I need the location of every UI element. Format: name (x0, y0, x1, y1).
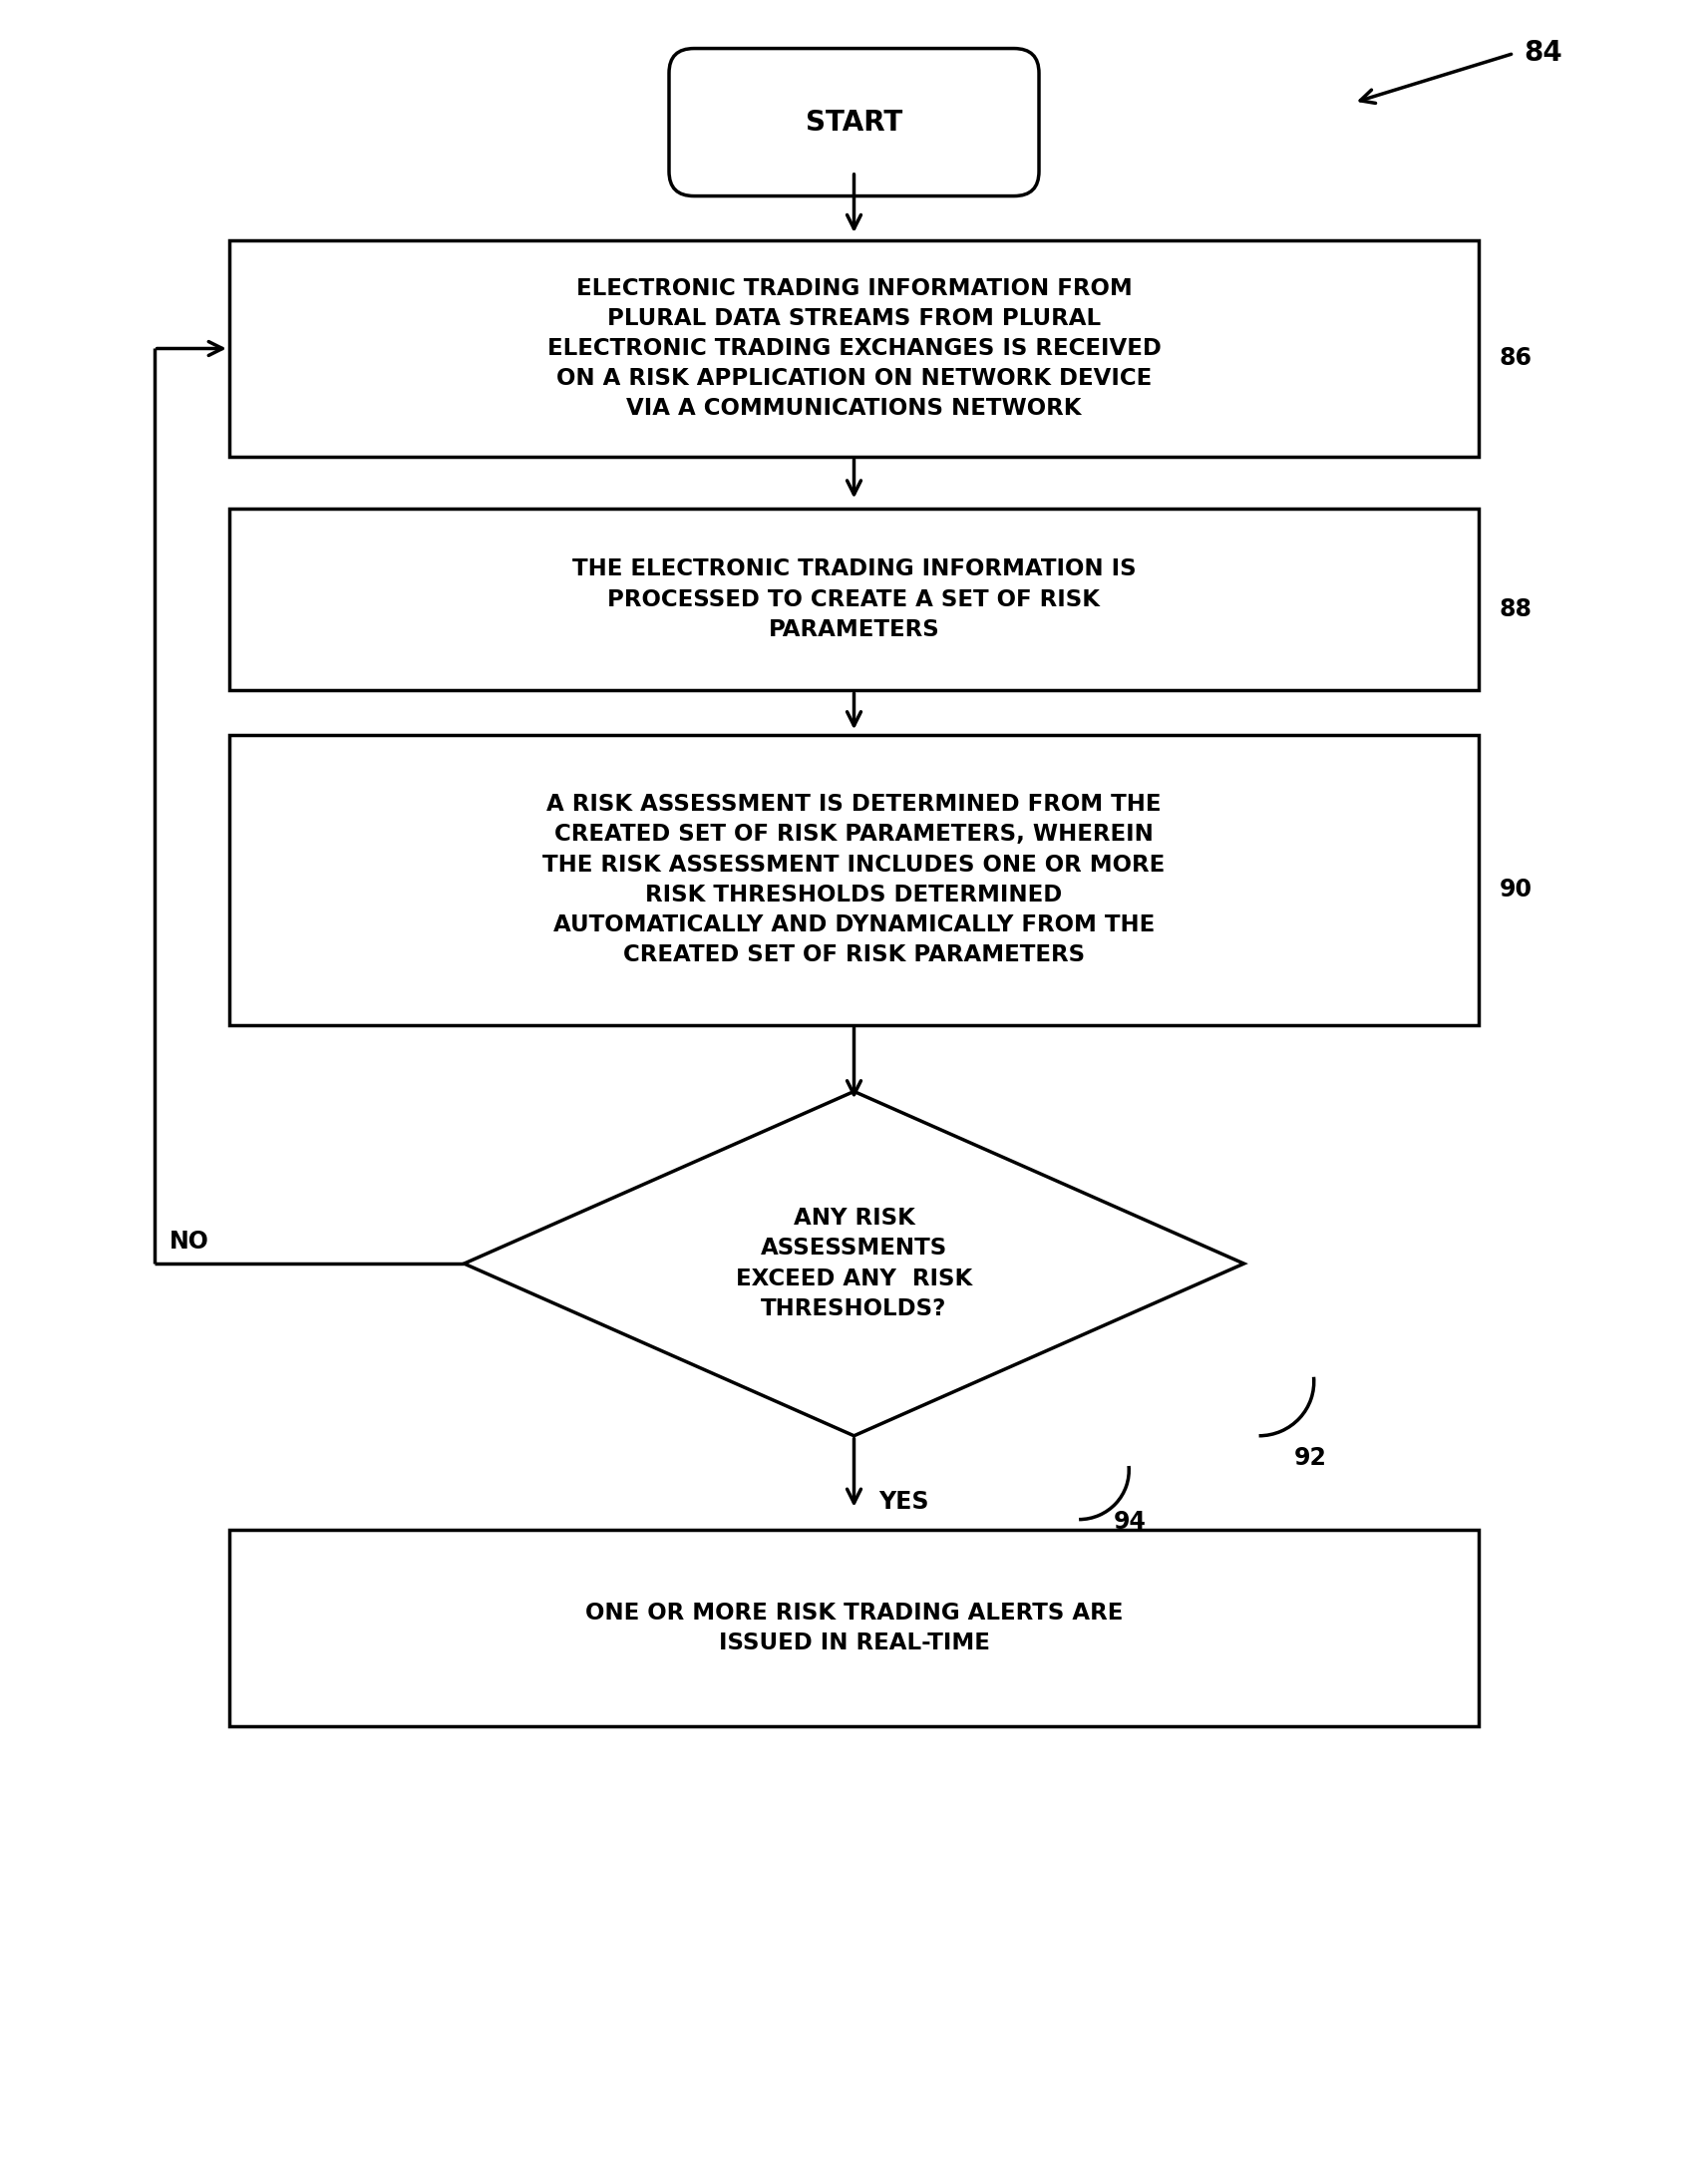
FancyBboxPatch shape (229, 241, 1479, 456)
Text: YES: YES (880, 1491, 929, 1515)
Text: 94: 94 (1114, 1510, 1146, 1534)
Text: ANY RISK
ASSESSMENTS
EXCEED ANY  RISK
THRESHOLDS?: ANY RISK ASSESSMENTS EXCEED ANY RISK THR… (736, 1206, 972, 1321)
Text: A RISK ASSESSMENT IS DETERMINED FROM THE
CREATED SET OF RISK PARAMETERS, WHEREIN: A RISK ASSESSMENT IS DETERMINED FROM THE… (543, 793, 1165, 967)
Text: ONE OR MORE RISK TRADING ALERTS ARE
ISSUED IN REAL-TIME: ONE OR MORE RISK TRADING ALERTS ARE ISSU… (586, 1602, 1122, 1654)
Text: 88: 88 (1500, 598, 1532, 621)
FancyBboxPatch shape (670, 48, 1038, 196)
FancyBboxPatch shape (229, 734, 1479, 1026)
Text: ELECTRONIC TRADING INFORMATION FROM
PLURAL DATA STREAMS FROM PLURAL
ELECTRONIC T: ELECTRONIC TRADING INFORMATION FROM PLUR… (547, 276, 1161, 419)
Text: THE ELECTRONIC TRADING INFORMATION IS
PROCESSED TO CREATE A SET OF RISK
PARAMETE: THE ELECTRONIC TRADING INFORMATION IS PR… (572, 558, 1136, 641)
Text: 84: 84 (1524, 39, 1563, 67)
FancyBboxPatch shape (229, 508, 1479, 691)
Text: 92: 92 (1295, 1445, 1327, 1469)
Text: NO: NO (169, 1230, 208, 1254)
Text: START: START (806, 109, 902, 137)
Text: 90: 90 (1500, 878, 1532, 902)
FancyBboxPatch shape (229, 1530, 1479, 1725)
Text: 86: 86 (1500, 346, 1532, 369)
Polygon shape (465, 1091, 1243, 1436)
